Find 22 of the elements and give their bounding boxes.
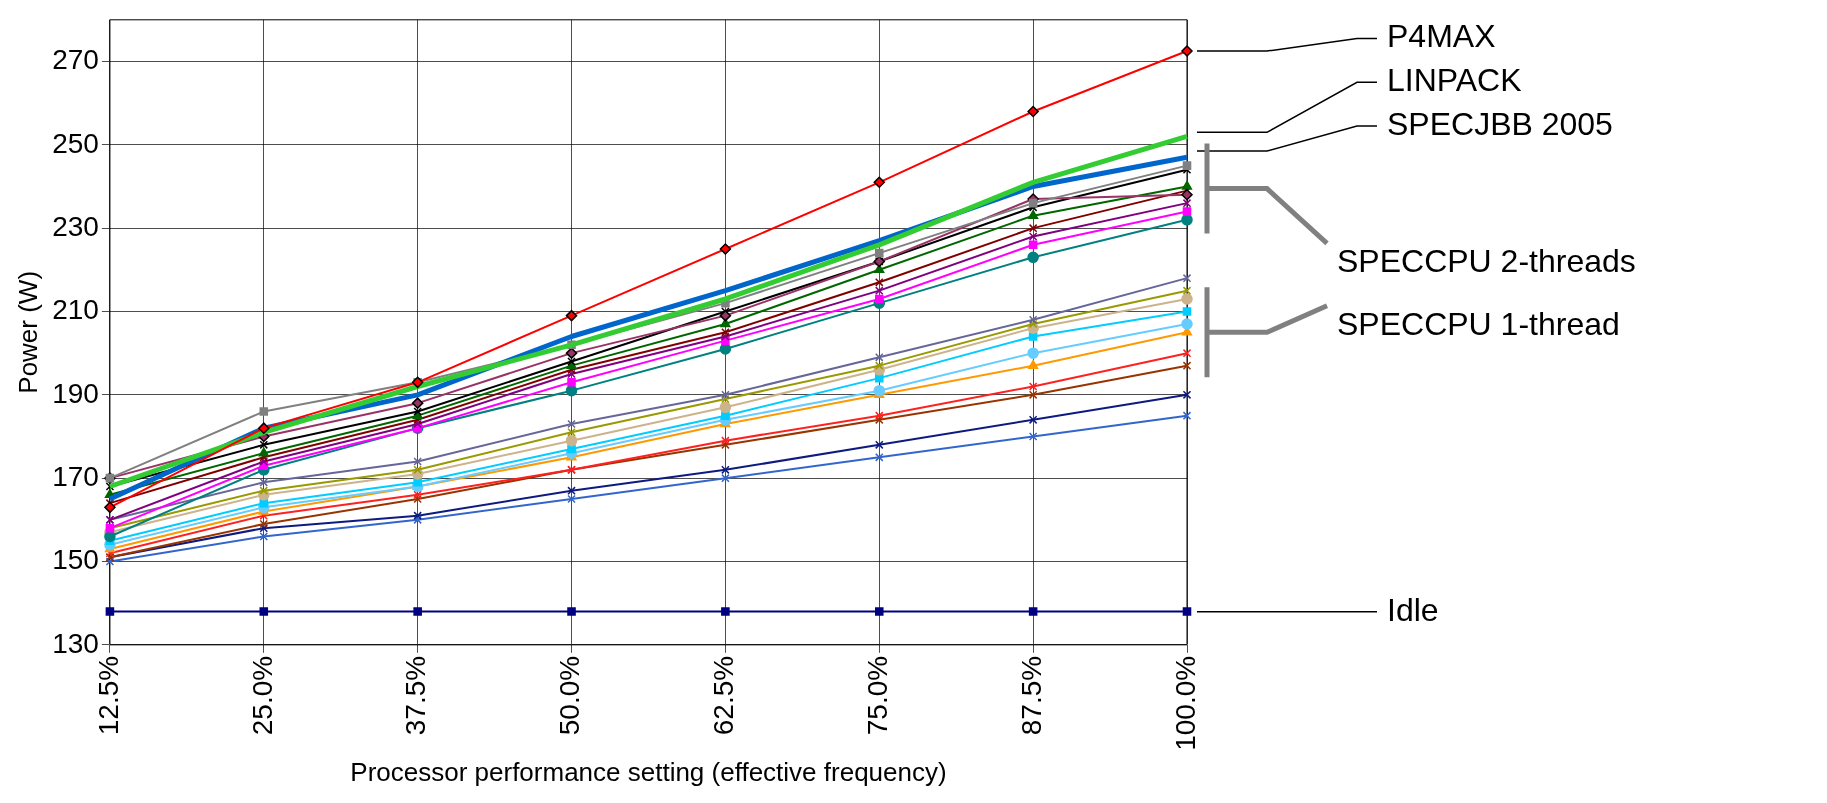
y-tick-label: 270 [52,44,99,76]
x-tick-label: 87.5% [1015,655,1047,736]
y-tick-label: 210 [52,294,99,326]
x-tick-label: 62.5% [708,655,740,736]
text: SPECJBB 2005 [1387,105,1613,142]
y-tick-label: 250 [52,127,99,159]
x-tick-label: 100.0% [1169,655,1201,751]
y-tick-label: 230 [52,210,99,242]
x-tick-label: 37.5% [400,655,432,736]
y-tick-label: 170 [52,460,99,492]
y-tick-label: 190 [52,377,99,409]
y-tick-label: 150 [52,544,99,576]
x-axis-title: Processor performance setting (effective frequency) [350,756,947,787]
text: SPECCPU 1-thread [1337,305,1620,342]
x-tick-label: 50.0% [554,655,586,736]
text: SPECCPU 2-threads [1337,243,1636,280]
y-axis-title: Power (W) [12,270,43,394]
text: Idle [1387,591,1439,628]
text: LINPACK [1387,62,1522,99]
x-tick-label: 25.0% [246,655,278,736]
text: P4MAX [1387,18,1496,55]
x-tick-label: 75.0% [861,655,893,736]
